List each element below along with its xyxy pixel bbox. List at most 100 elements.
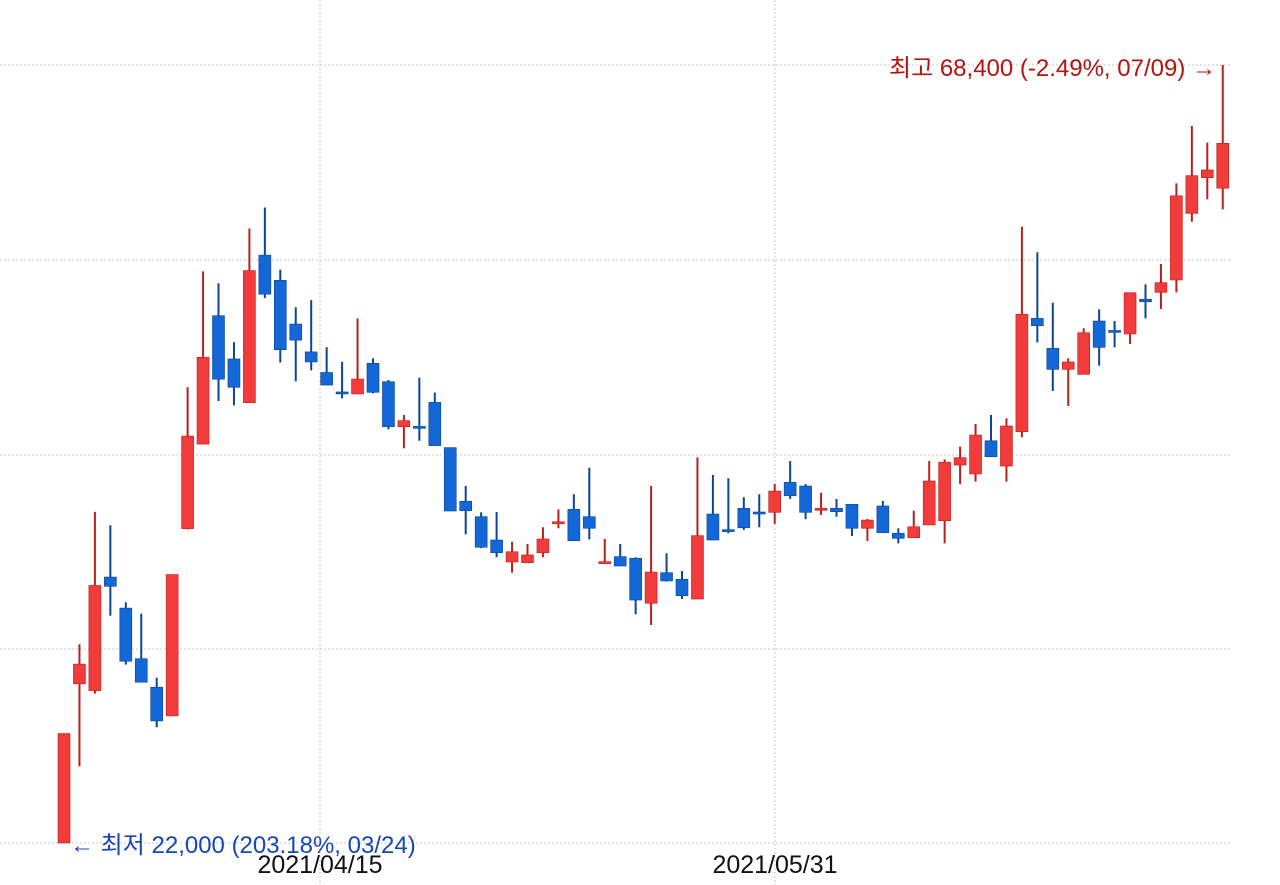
candle — [165, 574, 179, 717]
candle — [443, 447, 457, 512]
candle-body — [505, 551, 519, 563]
candle-body — [567, 509, 581, 541]
candle-body — [150, 686, 163, 722]
candle-body — [73, 663, 86, 685]
candle — [134, 613, 148, 683]
candle — [196, 271, 210, 445]
candle-body — [119, 607, 133, 662]
candle — [304, 300, 318, 371]
candle — [1077, 328, 1090, 375]
candle-body — [212, 315, 225, 380]
candle — [1061, 358, 1075, 407]
candle — [675, 571, 689, 600]
candle-body — [474, 516, 488, 548]
candle-body — [722, 529, 735, 532]
candle — [582, 467, 596, 540]
candle-body — [1046, 348, 1060, 370]
candle-body — [536, 538, 550, 554]
candle-body — [521, 554, 534, 563]
candle — [799, 484, 812, 520]
candle-body — [737, 508, 751, 529]
candle — [413, 377, 426, 441]
candle — [613, 544, 627, 567]
candle — [320, 347, 333, 386]
candle-body — [1201, 169, 1214, 178]
candle — [474, 512, 488, 549]
candle — [490, 512, 503, 558]
candle-body — [644, 571, 658, 604]
candle — [104, 525, 117, 616]
candle — [1139, 284, 1152, 319]
candle — [953, 446, 967, 485]
candle-body — [691, 535, 704, 600]
candle-body — [320, 372, 333, 386]
candle — [505, 541, 519, 573]
candle — [382, 380, 395, 430]
candle — [922, 461, 936, 526]
candle-body — [598, 561, 612, 564]
candle — [181, 387, 194, 530]
candle — [521, 544, 534, 563]
candle — [567, 494, 581, 541]
candle-body — [783, 482, 797, 497]
candle-body — [258, 254, 272, 295]
candle-body — [382, 381, 395, 427]
candle — [428, 392, 442, 446]
candle-body — [104, 576, 117, 587]
candle-body — [1077, 332, 1090, 375]
x-tick-label: 2021/04/15 — [257, 851, 382, 879]
candle-body — [891, 533, 905, 539]
grid — [0, 0, 1232, 885]
candle-body — [830, 508, 843, 512]
candle-body — [88, 585, 102, 691]
candle-body — [304, 351, 318, 363]
candle-body — [861, 519, 874, 529]
candle-body — [134, 658, 148, 683]
low-annotation: ← 최저 22,000 (203.18%, 03/24) — [70, 832, 416, 859]
candle — [289, 307, 303, 382]
candle-body — [675, 578, 689, 596]
candle-body — [1108, 330, 1121, 333]
candle-body — [273, 279, 287, 351]
candle-body — [907, 526, 921, 538]
candle — [351, 318, 364, 395]
candle-body — [490, 539, 503, 554]
candle — [861, 519, 874, 542]
candle-body — [613, 556, 627, 567]
candle — [737, 497, 751, 530]
candle — [1201, 142, 1214, 200]
candle — [969, 423, 982, 482]
candle-body — [1000, 425, 1013, 467]
candle — [830, 498, 843, 517]
candle — [243, 228, 256, 403]
candle — [552, 509, 565, 529]
candle — [984, 414, 998, 457]
candle-body — [984, 440, 998, 457]
candle-body — [1185, 175, 1199, 214]
candle-body — [814, 508, 828, 511]
candle-body — [938, 461, 951, 522]
candle-body — [969, 434, 982, 475]
candle — [1092, 309, 1106, 366]
candle-body — [845, 504, 859, 529]
candle-body — [660, 572, 673, 582]
candle — [1108, 321, 1121, 348]
candle — [814, 492, 828, 516]
candle-body — [799, 485, 812, 513]
candle-body — [165, 574, 179, 717]
candle-body — [629, 557, 642, 601]
candle — [644, 486, 658, 626]
candle — [273, 269, 287, 363]
candle — [783, 461, 797, 499]
candle-body — [351, 378, 364, 395]
candle-body — [582, 516, 596, 529]
candle-body — [243, 270, 256, 403]
candle-body — [1061, 361, 1075, 370]
candle-body — [1154, 282, 1168, 293]
candle-body — [57, 733, 71, 844]
candle — [768, 484, 782, 524]
candle — [88, 511, 102, 694]
candle-body — [768, 490, 782, 513]
candle-body — [1015, 314, 1029, 432]
